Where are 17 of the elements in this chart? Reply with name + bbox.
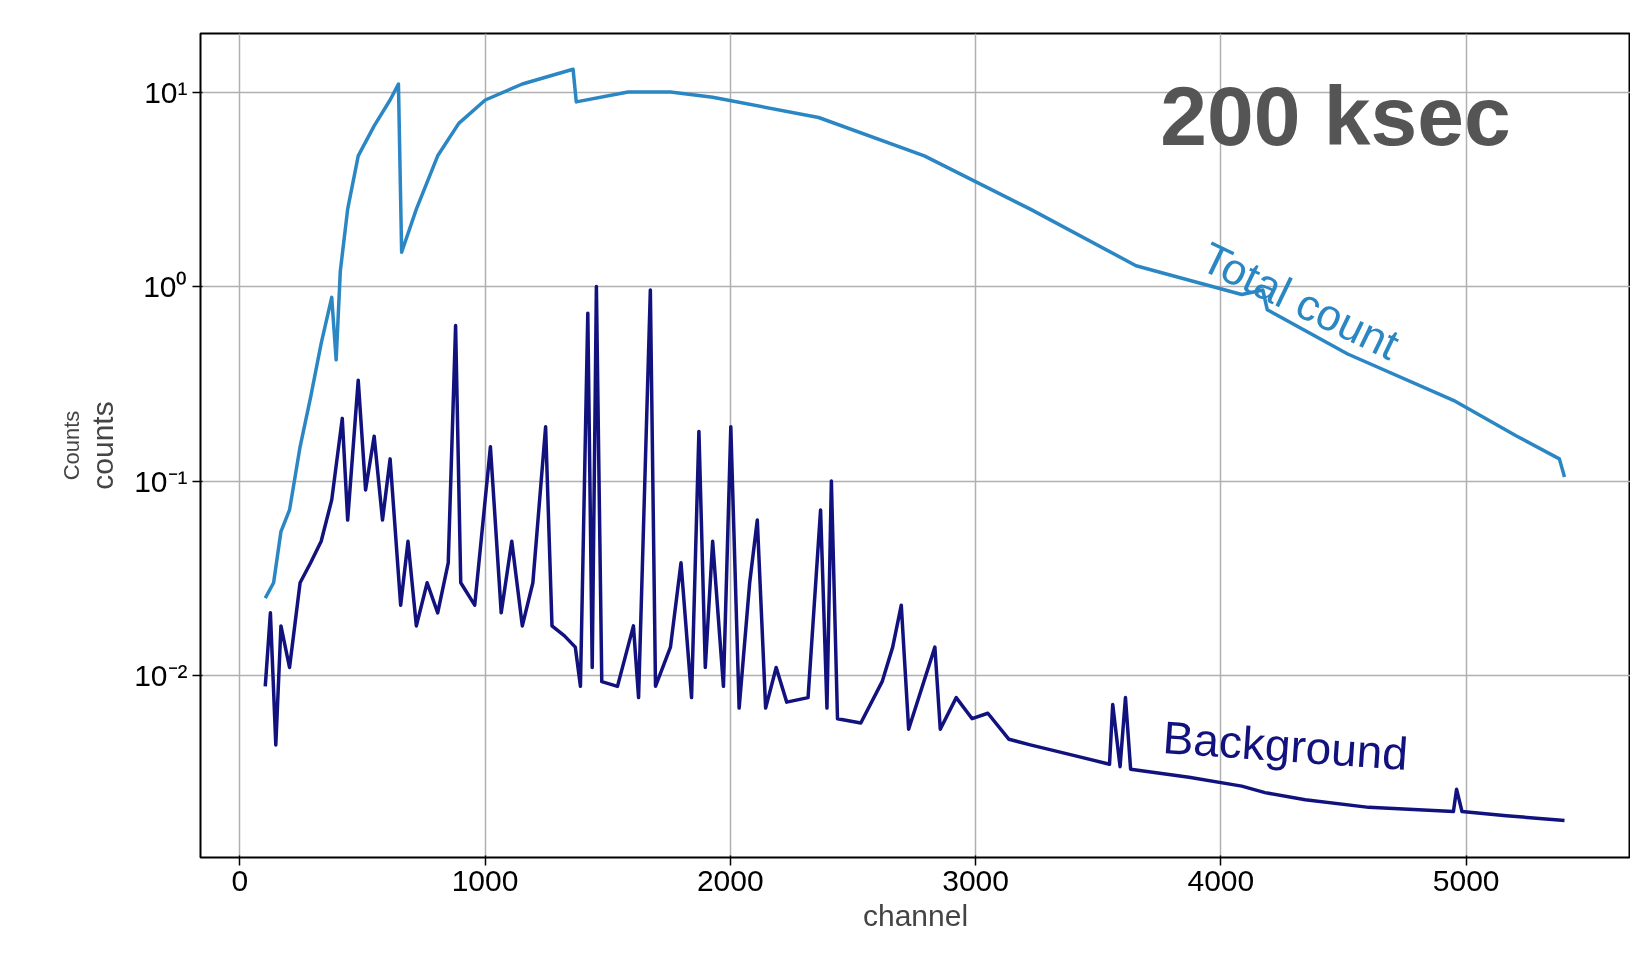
x-axis-title: channel bbox=[862, 898, 969, 932]
y-tick-label: 10⁻¹ bbox=[134, 464, 188, 498]
y-axis-title: counts bbox=[86, 401, 120, 490]
x-tick-label: 5000 bbox=[1432, 863, 1500, 897]
x-tick-label: 0 bbox=[231, 863, 249, 897]
y-tick-label: 10⁻² bbox=[134, 659, 188, 693]
line-series bbox=[263, 67, 1567, 600]
x-tick-label: 1000 bbox=[451, 863, 519, 897]
series-label: Background bbox=[1161, 710, 1410, 781]
text: Total count bbox=[1194, 232, 1407, 369]
y-tick-label: 10¹ bbox=[144, 75, 188, 109]
y-tick-label: 10⁰ bbox=[143, 270, 188, 304]
x-tick-label: 3000 bbox=[942, 863, 1009, 897]
x-tick-label: 2000 bbox=[696, 863, 764, 897]
text: Counts bbox=[58, 410, 84, 481]
annotation: 200 ksec bbox=[1160, 68, 1511, 163]
x-tick-label: 4000 bbox=[1187, 863, 1255, 897]
